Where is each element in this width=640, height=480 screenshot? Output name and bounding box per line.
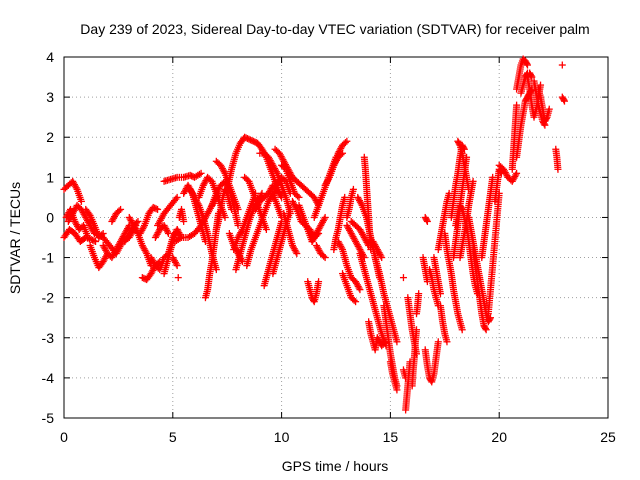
data-point xyxy=(343,137,351,145)
data-point xyxy=(164,229,172,237)
axis-ticks: 0 5 10 15 20 25 -5 -4 -3 -2 -1 0 1 2 3 4 xyxy=(42,49,616,445)
data-point xyxy=(234,205,242,213)
data-point xyxy=(352,298,360,306)
data-point xyxy=(77,197,85,205)
data-point xyxy=(220,168,228,176)
data-point xyxy=(173,262,181,270)
y-tick-label: -3 xyxy=(42,330,55,346)
x-tick-label: 15 xyxy=(383,429,399,445)
grid-lines xyxy=(64,57,608,418)
data-point xyxy=(92,238,100,246)
y-tick-label: 2 xyxy=(46,129,54,145)
data-point xyxy=(117,205,125,213)
data-point xyxy=(321,213,329,221)
y-tick-label: 0 xyxy=(46,209,54,225)
y-tick-label: -1 xyxy=(42,250,55,266)
data-point xyxy=(293,250,301,258)
data-point xyxy=(321,254,329,262)
data-point xyxy=(315,278,323,286)
y-axis-label: SDTVAR / TECUs xyxy=(7,182,23,294)
data-point xyxy=(197,169,205,177)
data-point xyxy=(194,200,202,208)
data-points xyxy=(60,55,568,414)
data-point xyxy=(195,170,203,178)
data-point xyxy=(258,189,266,197)
data-point xyxy=(176,235,184,243)
data-point xyxy=(115,207,123,215)
data-point xyxy=(355,284,363,292)
data-point xyxy=(341,139,349,147)
y-tick-label: -5 xyxy=(42,410,55,426)
data-point xyxy=(349,185,357,193)
data-point xyxy=(85,210,93,218)
data-point xyxy=(292,248,300,256)
data-point xyxy=(337,151,345,159)
data-point xyxy=(90,237,98,245)
x-tick-label: 10 xyxy=(274,429,290,445)
data-point xyxy=(356,286,364,294)
data-point xyxy=(357,200,365,208)
data-point xyxy=(320,252,328,260)
data-point xyxy=(339,149,347,157)
y-tick-label: -2 xyxy=(42,290,55,306)
data-point xyxy=(142,248,150,256)
x-tick-label: 25 xyxy=(600,429,616,445)
y-tick-label: 4 xyxy=(46,49,54,65)
data-point xyxy=(272,168,280,176)
data-point xyxy=(174,274,182,282)
data-point xyxy=(295,193,303,201)
data-point xyxy=(172,195,180,203)
data-point xyxy=(338,244,346,252)
y-tick-label: 3 xyxy=(46,89,54,105)
data-point xyxy=(341,193,349,201)
data-point xyxy=(173,193,181,201)
data-point xyxy=(180,217,188,225)
data-point xyxy=(164,228,172,236)
data-point xyxy=(262,225,270,233)
data-point xyxy=(154,205,162,213)
data-point xyxy=(228,205,236,213)
x-tick-label: 20 xyxy=(491,429,507,445)
data-point xyxy=(325,175,333,183)
data-point xyxy=(294,192,302,200)
data-point xyxy=(84,234,92,241)
y-tick-label: 1 xyxy=(46,169,54,185)
chart-title: Day 239 of 2023, Sidereal Day-to-day VTE… xyxy=(80,21,589,37)
y-tick-label: -4 xyxy=(42,370,55,386)
data-point xyxy=(286,205,294,213)
data-point xyxy=(72,184,80,192)
data-point xyxy=(320,215,328,223)
x-tick-label: 0 xyxy=(60,429,68,445)
data-point xyxy=(350,296,358,304)
data-point xyxy=(152,205,160,213)
data-point xyxy=(399,274,407,282)
data-point xyxy=(558,61,566,69)
data-point xyxy=(134,217,142,225)
x-tick-label: 5 xyxy=(169,429,177,445)
data-point xyxy=(140,223,148,231)
x-axis-label: GPS time / hours xyxy=(282,458,389,474)
data-point xyxy=(172,260,180,268)
